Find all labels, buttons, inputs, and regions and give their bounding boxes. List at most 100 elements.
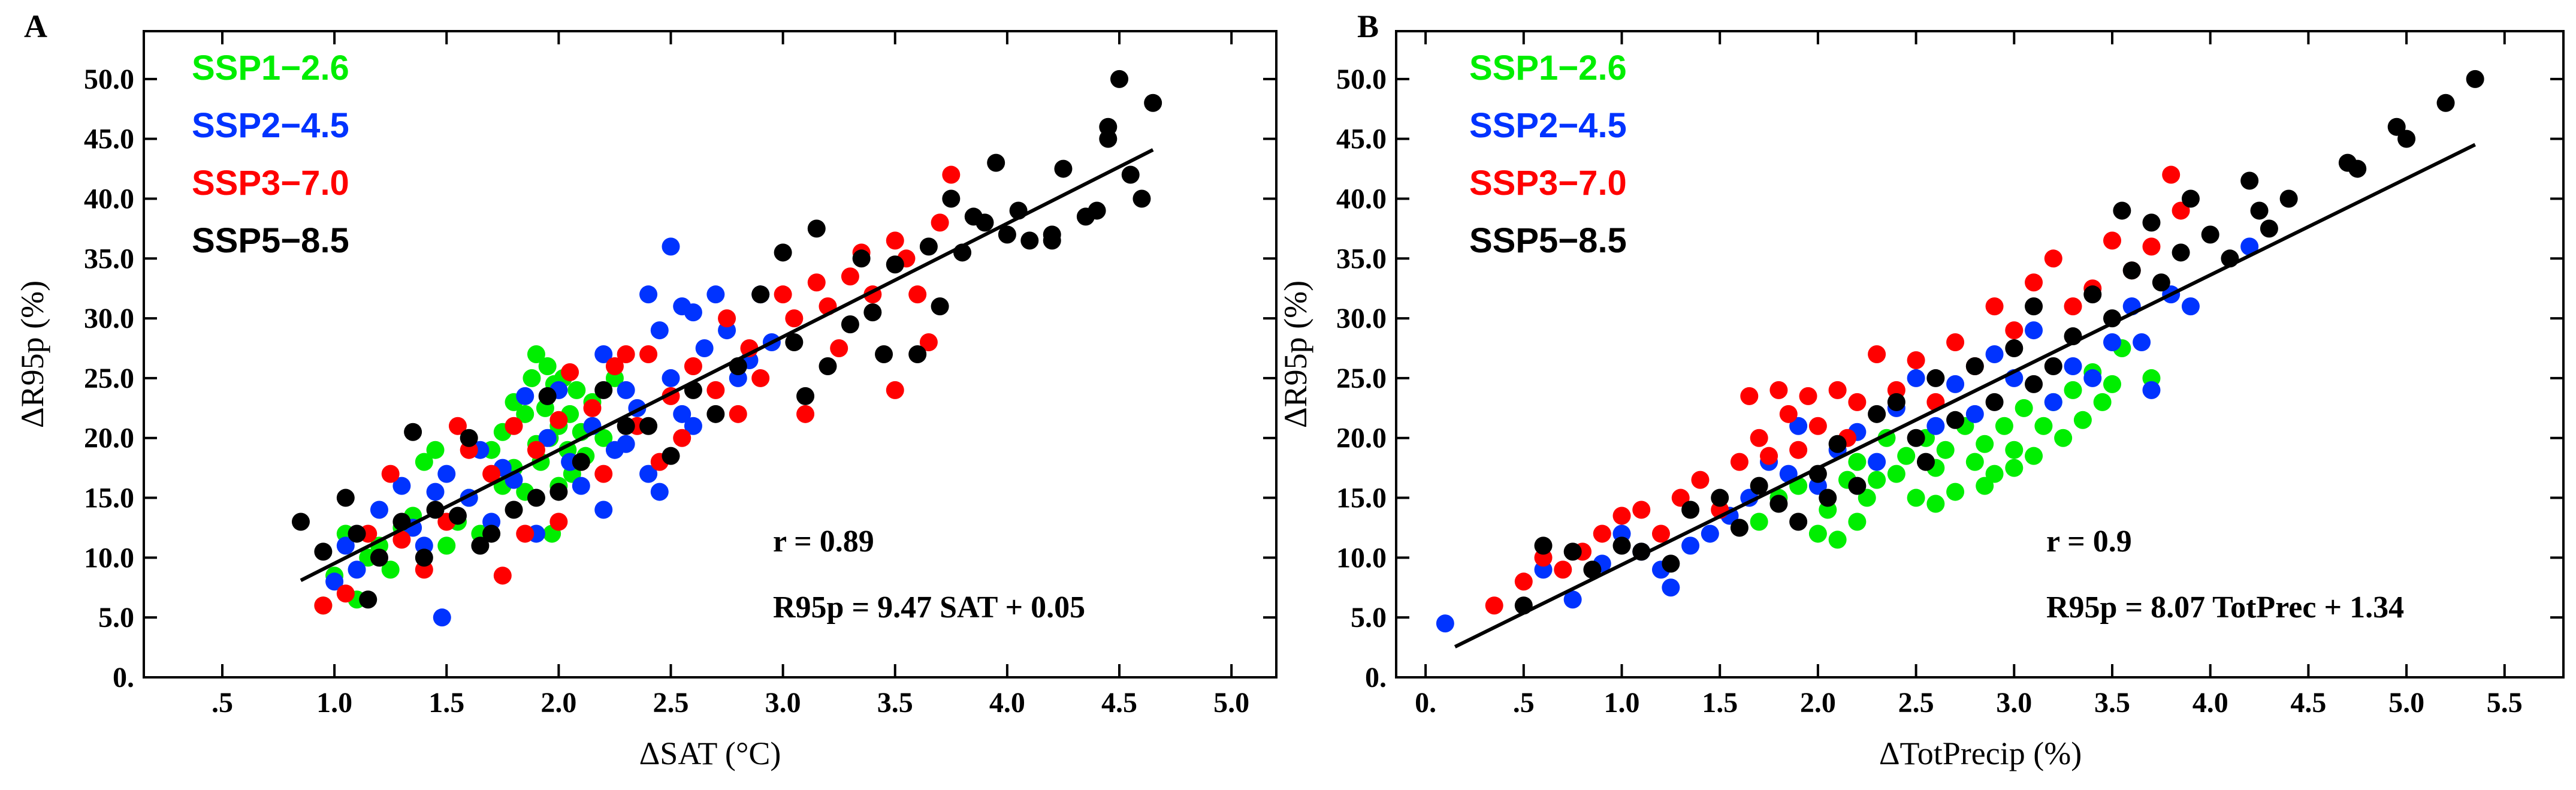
- data-point: [2005, 339, 2024, 358]
- data-point: [336, 584, 355, 603]
- data-point: [729, 405, 747, 423]
- data-point: [1043, 225, 1061, 244]
- data-point: [684, 303, 702, 322]
- data-point: [706, 285, 725, 304]
- data-point: [1828, 530, 1847, 549]
- data-point: [336, 489, 355, 507]
- data-point: [2064, 357, 2082, 375]
- data-point: [1632, 500, 1651, 519]
- x-tick-label: 2.5: [653, 687, 689, 719]
- y-tick-label: 35.0: [1336, 243, 1387, 275]
- data-point: [1887, 393, 1905, 411]
- data-point: [2005, 441, 2024, 459]
- data-point: [886, 381, 904, 399]
- data-point: [2250, 201, 2269, 220]
- data-point: [1985, 345, 2004, 363]
- data-point: [1054, 159, 1073, 178]
- data-point: [2015, 399, 2033, 417]
- data-point: [1965, 357, 1984, 375]
- data-point: [2054, 429, 2073, 447]
- data-point: [1020, 231, 1039, 250]
- data-point: [348, 524, 366, 543]
- data-point: [2172, 243, 2190, 262]
- data-point: [1099, 117, 1118, 136]
- data-point: [426, 441, 445, 459]
- data-point: [527, 345, 545, 363]
- y-tick-label: 0.: [1365, 662, 1387, 693]
- data-point: [617, 381, 635, 399]
- x-tick-label: 2.5: [1898, 687, 1934, 719]
- x-axis-title: ΔTotPrecip (%): [1879, 735, 2082, 771]
- data-point: [2044, 357, 2062, 375]
- series-SSP5−8.5: [1514, 70, 2484, 615]
- regression-equation: R95p = 9.47 SAT + 0.05: [773, 590, 1085, 625]
- data-point: [695, 339, 714, 358]
- y-tick-label: 10.0: [1336, 542, 1387, 574]
- y-tick-label: 45.0: [84, 123, 134, 155]
- data-point: [1563, 542, 1582, 561]
- data-point: [1534, 536, 1553, 555]
- data-point: [706, 405, 725, 423]
- data-point: [392, 530, 411, 549]
- data-point: [1965, 405, 1984, 423]
- data-point: [1868, 453, 1886, 471]
- data-point: [2103, 375, 2121, 393]
- data-point: [2122, 261, 2141, 280]
- data-point: [1976, 435, 1994, 453]
- data-point: [1799, 387, 1817, 405]
- data-point: [1651, 524, 1670, 543]
- data-point: [1144, 94, 1162, 112]
- panel-b: B 0. .5 1.0 1.5 2.0 2.5 3.0 3.5 4.0 4.5 5.0 5.5 0. 5.…: [1278, 8, 2565, 771]
- data-point: [1769, 494, 1788, 513]
- data-point: [1436, 614, 1454, 633]
- regression-equation: R95p = 8.07 TotPrec + 1.34: [2046, 590, 2404, 625]
- data-point: [807, 219, 826, 238]
- y-axis-title: ΔR95p (%): [14, 281, 50, 428]
- data-point: [1088, 201, 1106, 220]
- data-point: [650, 321, 669, 340]
- data-point: [1730, 453, 1748, 471]
- y-tick-label: 15.0: [84, 483, 134, 514]
- data-point: [875, 345, 893, 363]
- data-point: [460, 429, 478, 447]
- x-tick-label: 5.0: [2388, 687, 2424, 719]
- series-SSP1−2.6: [1750, 339, 2161, 549]
- data-point: [2181, 297, 2200, 316]
- x-tick-label: 4.0: [989, 687, 1025, 719]
- plot-frame: [143, 30, 1278, 679]
- data-point: [1887, 465, 1905, 483]
- data-point: [673, 429, 691, 447]
- plot-frame: [1395, 30, 2565, 679]
- x-axis-title: ΔSAT (°C): [639, 735, 781, 771]
- data-point: [1691, 471, 1710, 489]
- data-point: [538, 429, 557, 447]
- data-point: [2201, 225, 2219, 244]
- legend-entry: SSP1−2.6: [192, 49, 349, 88]
- data-point: [1995, 417, 2013, 435]
- data-point: [314, 542, 333, 561]
- data-point: [1711, 489, 1729, 507]
- data-point: [1828, 381, 1847, 399]
- data-point: [336, 536, 355, 555]
- data-point: [426, 483, 445, 501]
- x-tick-label: 0.: [1415, 687, 1436, 719]
- data-point: [2397, 129, 2416, 148]
- data-point: [2083, 285, 2102, 304]
- data-point: [392, 477, 411, 495]
- data-point: [1662, 578, 1680, 597]
- data-point: [1701, 524, 1719, 543]
- data-point: [1593, 524, 1611, 543]
- data-point: [2113, 201, 2131, 220]
- data-point: [1848, 453, 1867, 471]
- legend-entry: SSP2−4.5: [192, 106, 349, 145]
- data-point: [1563, 590, 1582, 609]
- data-point: [774, 243, 792, 262]
- data-point: [1985, 297, 2004, 316]
- data-point: [2025, 297, 2043, 316]
- data-point: [567, 381, 586, 399]
- data-point: [673, 405, 691, 423]
- y-tick-label: 20.0: [84, 423, 134, 454]
- legend-entry: SSP1−2.6: [1469, 49, 1627, 88]
- x-tick-label: 3.0: [1996, 687, 2032, 719]
